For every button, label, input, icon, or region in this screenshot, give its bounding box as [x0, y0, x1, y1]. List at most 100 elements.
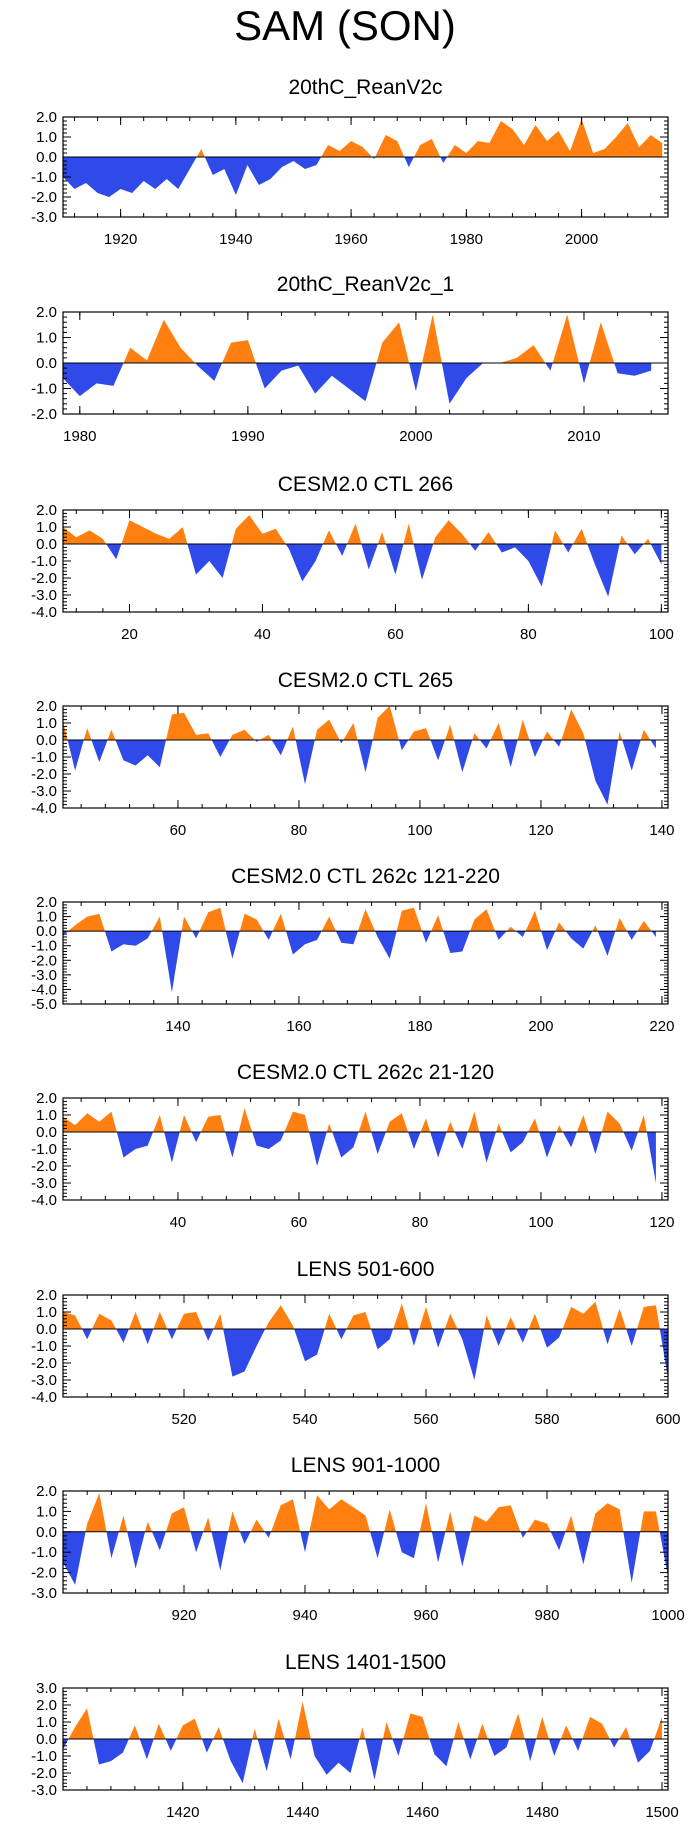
plot-frame	[62, 901, 669, 1005]
positive-area	[422, 314, 442, 363]
positive-area	[145, 1521, 152, 1532]
positive-area	[446, 1121, 455, 1132]
negative-area	[431, 1531, 446, 1563]
negative-area	[222, 1739, 253, 1784]
panel-3: CESM2.0 CTL 266 2.01.00.0-1.0-2.0-3.0-4.0…	[31, 473, 674, 643]
positive-area	[467, 1111, 480, 1132]
negative-area	[336, 544, 348, 556]
negative-area	[392, 1739, 404, 1756]
x-tick-label: 940	[292, 1607, 317, 1624]
negative-area	[563, 544, 573, 553]
positive-area	[343, 723, 358, 740]
negative-area	[106, 544, 122, 560]
negative-area	[82, 1329, 92, 1340]
negative-area	[404, 157, 414, 167]
panel-title: CESM2.0 CTL 262c 121-220	[231, 865, 500, 888]
positive-area	[472, 733, 480, 740]
negative-area	[263, 931, 273, 940]
positive-area	[151, 916, 163, 932]
positive-area	[582, 1716, 610, 1739]
positive-area	[203, 1517, 212, 1532]
positive-area	[615, 918, 627, 932]
negative-area	[588, 1132, 602, 1155]
positive-area	[259, 734, 272, 740]
panel-6: CESM2.0 CTL 262c 21-120 2.01.00.0-1.0-2.0…	[31, 1061, 674, 1231]
negative-area	[399, 740, 409, 751]
x-tick-label: 2000	[399, 428, 432, 445]
negative-area	[310, 1739, 360, 1775]
negative-area	[587, 544, 620, 597]
x-tick-label: 220	[649, 1018, 674, 1035]
negative-area	[515, 931, 526, 937]
negative-area	[332, 1132, 359, 1158]
y-tick-label: 0.0	[36, 1124, 57, 1141]
positive-area	[118, 1515, 128, 1532]
positive-area	[477, 1723, 488, 1739]
positive-area	[284, 1111, 309, 1132]
panel-title: CESM2.0 CTL 266	[278, 473, 453, 496]
positive-area	[153, 1723, 166, 1739]
positive-area	[638, 1115, 647, 1132]
y-tick-label: -1.0	[31, 553, 57, 570]
y-tick-label: -2.0	[31, 952, 57, 969]
negative-area	[357, 740, 373, 773]
positive-area	[382, 1722, 393, 1739]
positive-area	[63, 721, 68, 740]
negative-area	[63, 1739, 69, 1750]
x-tick-label: 560	[413, 1411, 438, 1428]
panel-2: 20thC_ReanV2c_1 2.0 1.0 0.0 -1.0 -2.0 1980 1990…	[31, 273, 669, 445]
negative-area	[335, 931, 358, 945]
positive-area	[63, 1312, 82, 1329]
positive-area	[420, 1118, 431, 1132]
negative-area	[409, 1329, 420, 1346]
positive-area	[526, 1519, 551, 1532]
positive-area	[552, 314, 579, 363]
x-tick-label: 1940	[219, 231, 252, 248]
negative-area	[495, 931, 507, 940]
negative-area	[187, 544, 232, 578]
positive-area	[123, 319, 195, 363]
y-tick-label: 2.0	[36, 1697, 57, 1714]
panel-title: LENS 501-600	[297, 1258, 435, 1281]
positive-area	[271, 1499, 301, 1532]
positive-area	[265, 1305, 295, 1329]
x-tick-label: 980	[534, 1607, 559, 1624]
positive-area	[250, 1519, 265, 1532]
y-tick-label: -3.0	[31, 1175, 57, 1192]
negative-area	[540, 1329, 563, 1348]
negative-area	[116, 1329, 129, 1343]
negative-area	[63, 1531, 86, 1585]
y-tick-label: -5.0	[31, 996, 57, 1013]
y-tick-label: 1.0	[36, 519, 57, 536]
positive-area	[601, 1111, 624, 1132]
x-tick-label: 60	[387, 626, 404, 643]
negative-area	[609, 1739, 620, 1748]
positive-area	[228, 1511, 240, 1532]
positive-area	[347, 523, 362, 544]
panel-5: CESM2.0 CTL 262c 121-220 2.01.00.0-1.0-2.…	[31, 865, 674, 1035]
negative-area	[488, 1739, 510, 1756]
positive-area	[561, 709, 585, 740]
y-tick-label: -2.0	[31, 1765, 57, 1782]
negative-area	[191, 1132, 201, 1143]
panel-9: LENS 1401-1500 3.02.01.00.0-1.0-2.0-3.0 14…	[31, 1651, 679, 1821]
y-tick-label: 0.0	[36, 355, 57, 372]
positive-area	[555, 922, 566, 932]
y-tick-label: 2.0	[36, 698, 57, 715]
positive-area	[419, 1306, 433, 1329]
positive-area	[153, 1115, 165, 1132]
positive-area	[543, 731, 554, 740]
negative-area	[432, 1329, 445, 1348]
positive-area	[637, 1305, 660, 1329]
positive-area	[517, 719, 530, 740]
positive-area	[321, 141, 373, 157]
x-tick-label: 140	[649, 822, 674, 839]
positive-area	[445, 724, 455, 740]
positive-area	[403, 523, 414, 544]
negative-area	[225, 931, 240, 959]
plot-frame	[62, 116, 669, 218]
panel-1: 20thC_ReanV2c 2.0 1.0 0.0 -1.0 -2.0 -3.0 1920 19…	[31, 76, 669, 248]
negative-area	[106, 1531, 119, 1559]
